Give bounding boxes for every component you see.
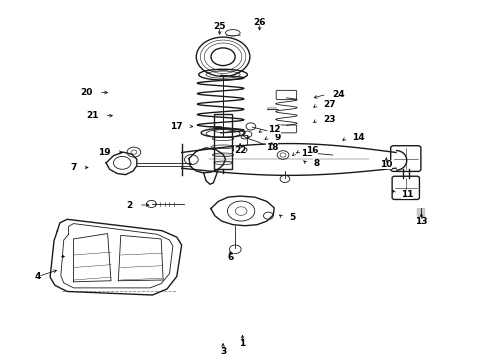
Text: 18: 18 — [266, 143, 278, 152]
Text: 12: 12 — [269, 126, 281, 135]
Text: 9: 9 — [274, 132, 281, 141]
Text: 27: 27 — [323, 100, 336, 109]
Text: 17: 17 — [171, 122, 183, 131]
Text: 14: 14 — [352, 133, 365, 142]
Text: 26: 26 — [253, 18, 266, 27]
Text: 19: 19 — [98, 148, 111, 157]
Text: 15: 15 — [301, 149, 314, 158]
Text: 11: 11 — [401, 190, 414, 199]
Text: 4: 4 — [35, 272, 41, 281]
Text: 5: 5 — [289, 213, 295, 222]
Text: 24: 24 — [333, 90, 345, 99]
Text: 2: 2 — [127, 201, 133, 210]
Text: 21: 21 — [86, 111, 99, 120]
Text: 23: 23 — [323, 116, 336, 125]
Text: 6: 6 — [227, 253, 234, 262]
Text: 7: 7 — [71, 163, 77, 172]
Text: 8: 8 — [313, 159, 319, 168]
Text: 13: 13 — [415, 217, 428, 226]
Text: 25: 25 — [214, 22, 226, 31]
Bar — [214, 114, 232, 169]
Text: 20: 20 — [81, 88, 93, 97]
Text: 3: 3 — [220, 347, 226, 356]
Text: 22: 22 — [234, 146, 246, 155]
Text: 1: 1 — [240, 339, 245, 348]
Text: 10: 10 — [380, 161, 392, 170]
Text: 16: 16 — [306, 146, 318, 155]
